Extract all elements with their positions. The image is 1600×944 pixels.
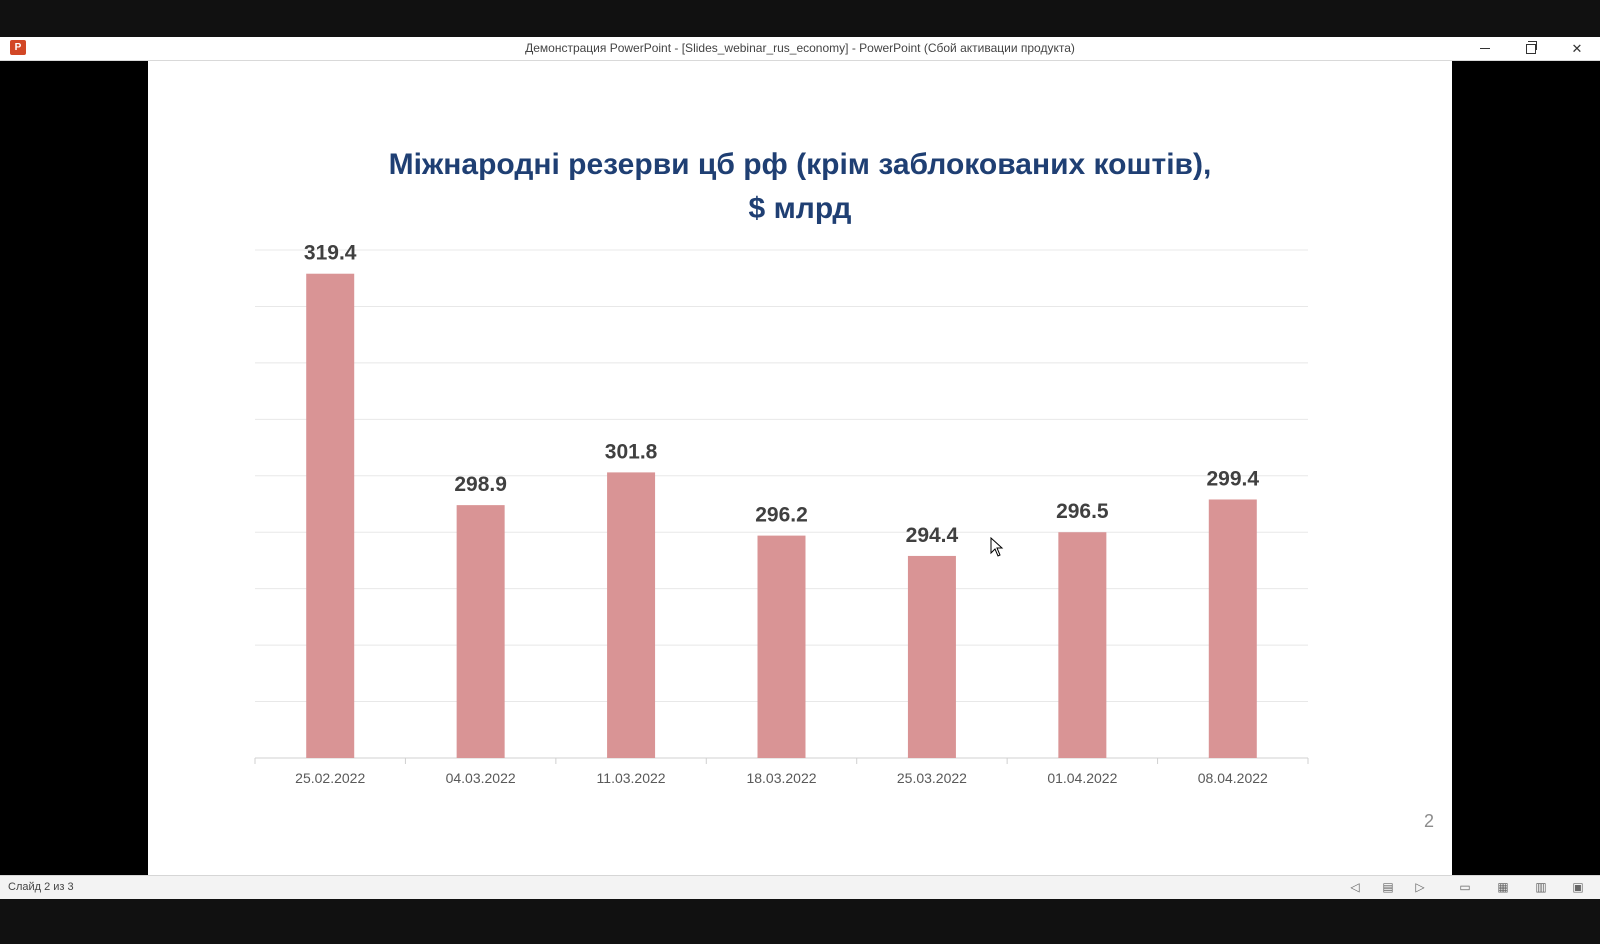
- bar-data-label: 296.5: [1056, 500, 1109, 523]
- bar-data-label: 296.2: [755, 504, 808, 527]
- next-slide-icon[interactable]: ▷: [1415, 880, 1425, 894]
- reading-view-icon[interactable]: ▥: [1535, 880, 1547, 894]
- close-icon: ✕: [1571, 40, 1583, 56]
- minimize-icon: [1480, 48, 1490, 49]
- x-axis-tick-label: 01.04.2022: [1047, 770, 1117, 786]
- previous-slide-icon[interactable]: ◁: [1350, 880, 1360, 894]
- bar-chart: 319.4 25.02.2022 298.9 04.03.2022 301.8 11.03…: [254, 242, 1309, 786]
- bar-data-label: 294.4: [906, 524, 959, 547]
- status-bar: Слайд 2 из 3 ◁ ▤ ▷ ▭ ▦ ▥ ▣: [0, 875, 1600, 900]
- slide-canvas[interactable]: Міжнародні резерви цб рф (крім заблокова…: [148, 61, 1452, 875]
- chart-bar: [1058, 532, 1107, 758]
- chart-bar: [306, 273, 355, 758]
- bar-data-label: 319.4: [304, 242, 357, 265]
- powerpoint-window: P Демонстрация PowerPoint - [Slides_webi…: [0, 37, 1600, 900]
- minimize-button[interactable]: [1462, 37, 1508, 60]
- chart-bar: [607, 472, 656, 758]
- x-axis-tick-label: 04.03.2022: [446, 770, 516, 786]
- screen-top-border: [0, 0, 1600, 37]
- restore-icon: [1526, 40, 1537, 54]
- powerpoint-icon[interactable]: P: [10, 40, 26, 55]
- close-button[interactable]: ✕: [1554, 37, 1600, 60]
- x-axis-tick-label: 25.02.2022: [295, 770, 365, 786]
- normal-view-icon[interactable]: ▭: [1459, 880, 1471, 894]
- slide-menu-icon[interactable]: ▤: [1382, 880, 1394, 894]
- bar-data-label: 298.9: [454, 473, 507, 496]
- chart-bar: [456, 505, 505, 758]
- x-axis-tick-label: 18.03.2022: [746, 770, 816, 786]
- restore-button[interactable]: [1508, 37, 1554, 60]
- title-bar: P Демонстрация PowerPoint - [Slides_webi…: [0, 37, 1600, 61]
- mouse-cursor-icon: [990, 537, 1004, 557]
- chart-bar: [907, 555, 956, 758]
- slideshow-view-icon[interactable]: ▣: [1572, 880, 1584, 894]
- slide-counter: Слайд 2 из 3: [8, 881, 74, 893]
- slide-number: 2: [1423, 811, 1434, 831]
- x-axis-tick-label: 25.03.2022: [897, 770, 967, 786]
- chart-bar: [1208, 499, 1257, 758]
- screen-bottom-border: [0, 899, 1600, 944]
- slide-title-line2: $ млрд: [748, 192, 852, 225]
- slide-title: Міжнародні резерви цб рф (крім заблокова…: [148, 143, 1452, 231]
- chart-bar: [757, 535, 806, 758]
- x-axis-tick-label: 08.04.2022: [1198, 770, 1268, 786]
- x-axis-tick-label: 11.03.2022: [597, 770, 666, 786]
- slide-title-line1: Міжнародні резерви цб рф (крім заблокова…: [388, 148, 1212, 181]
- slide-sorter-icon[interactable]: ▦: [1497, 880, 1509, 894]
- bar-data-label: 301.8: [605, 440, 658, 463]
- bar-data-label: 299.4: [1207, 467, 1260, 490]
- window-title: Демонстрация PowerPoint - [Slides_webina…: [525, 41, 1075, 55]
